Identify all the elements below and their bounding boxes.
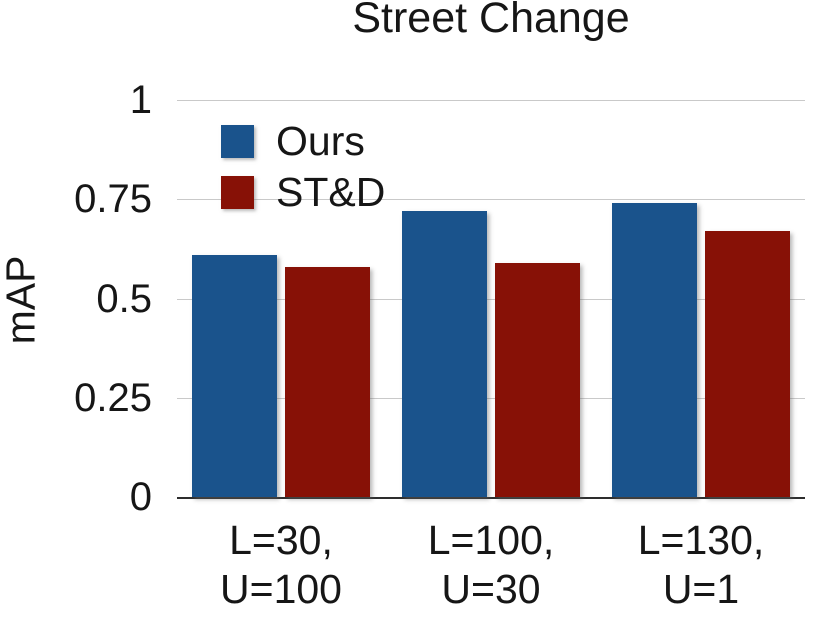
bar-st-d xyxy=(285,267,370,497)
bars-container xyxy=(177,100,805,497)
bar-st-d xyxy=(495,263,580,497)
x-axis-category-line: L=30, xyxy=(229,517,333,563)
gridline xyxy=(177,298,805,300)
x-axis-labels: L=30, U=100 L=100, U=30 L=130, U=1 xyxy=(177,516,805,614)
bar-ours xyxy=(402,211,487,497)
gridline xyxy=(177,397,805,399)
plot-area: Ours ST&D xyxy=(177,100,805,499)
x-axis-category-line: U=30 xyxy=(441,566,541,612)
bar-group xyxy=(402,211,580,497)
x-axis-category-label: L=30, U=100 xyxy=(192,516,370,614)
x-axis-category-line: U=1 xyxy=(662,566,740,612)
x-axis-category-line: L=100, xyxy=(427,517,555,563)
legend-label: ST&D xyxy=(276,169,386,215)
legend-entry: ST&D xyxy=(221,169,386,215)
bar-ours xyxy=(192,255,277,497)
y-tick-label: 0 xyxy=(129,475,152,519)
y-tick-label: 1 xyxy=(129,78,152,122)
legend-swatch-icon xyxy=(221,175,254,209)
x-axis-category-line: L=130, xyxy=(637,517,765,563)
y-tick-label: 0.25 xyxy=(74,375,152,420)
legend-entry: Ours xyxy=(221,118,385,164)
bar-group xyxy=(612,203,790,497)
y-axis-tick-labels: 1 0.75 0.5 0.25 0 xyxy=(0,78,152,519)
x-axis-category-label: L=130, U=1 xyxy=(612,516,790,614)
legend: Ours ST&D xyxy=(221,118,386,215)
x-axis-category-line: U=100 xyxy=(220,566,342,612)
chart-title: Street Change xyxy=(352,0,630,42)
y-tick-label: 0.5 xyxy=(96,276,152,321)
bar-st-d xyxy=(705,231,790,497)
legend-swatch-icon xyxy=(221,124,254,158)
x-axis-category-label: L=100, U=30 xyxy=(402,516,580,614)
gridline xyxy=(177,100,805,101)
gridline xyxy=(177,199,805,201)
bar-group xyxy=(192,255,370,497)
y-tick-label: 0.75 xyxy=(74,177,152,222)
bar-ours xyxy=(612,203,697,497)
legend-label: Ours xyxy=(276,118,365,164)
